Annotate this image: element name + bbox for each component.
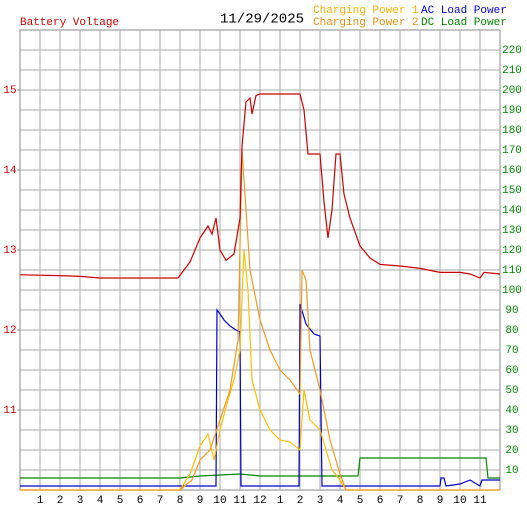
x-tick-label: 7 <box>157 495 164 507</box>
left-axis-title: Battery Voltage <box>20 17 119 29</box>
x-tick-label: 1 <box>277 495 284 507</box>
legend-entry: Charging Power 1 <box>313 5 419 17</box>
y2-tick-label: 120 <box>502 245 522 257</box>
y2-tick-label: 200 <box>502 85 522 97</box>
y2-tick-label: 130 <box>502 225 522 237</box>
x-tick-label: 11 <box>233 495 247 507</box>
chart-title: 11/29/2025 <box>220 12 304 28</box>
y2-tick-label: 210 <box>502 65 522 77</box>
x-tick-label: 5 <box>357 495 364 507</box>
y2-tick-label: 100 <box>502 285 522 297</box>
x-tick-label: 4 <box>97 495 104 507</box>
y2-tick-label: 40 <box>505 405 518 417</box>
y-tick-label: 12 <box>3 325 16 337</box>
y2-tick-label: 60 <box>505 365 518 377</box>
y2-tick-label: 110 <box>502 265 522 277</box>
y2-tick-label: 150 <box>502 185 522 197</box>
x-tick-label: 7 <box>397 495 404 507</box>
y2-tick-label: 70 <box>505 345 518 357</box>
x-tick-label: 8 <box>417 495 424 507</box>
y2-tick-label: 180 <box>502 125 522 137</box>
x-tick-label: 8 <box>177 495 184 507</box>
x-tick-label: 10 <box>213 495 226 507</box>
y2-tick-label: 220 <box>502 45 522 57</box>
x-tick-label: 5 <box>117 495 124 507</box>
x-tick-label: 6 <box>137 495 144 507</box>
x-tick-label: 3 <box>317 495 324 507</box>
x-tick-label: 2 <box>57 495 64 507</box>
y2-tick-label: 170 <box>502 145 522 157</box>
series-line <box>20 249 500 491</box>
legend-entry: Charging Power 2 <box>313 17 419 29</box>
y2-tick-label: 30 <box>505 425 518 437</box>
y2-tick-label: 90 <box>505 305 518 317</box>
x-tick-label: 12 <box>253 495 266 507</box>
x-tick-label: 9 <box>197 495 204 507</box>
x-tick-label: 1 <box>37 495 44 507</box>
y2-tick-label: 50 <box>505 385 518 397</box>
y2-tick-label: 80 <box>505 325 518 337</box>
x-tick-label: 10 <box>453 495 466 507</box>
legend-entry: AC Load Power <box>421 5 507 17</box>
series-line <box>19 93 501 279</box>
series-line <box>20 457 500 479</box>
legend-entry: DC Load Power <box>421 17 507 29</box>
x-tick-label: 11 <box>473 495 487 507</box>
y2-tick-label: 160 <box>502 165 522 177</box>
y-tick-label: 11 <box>3 405 17 417</box>
x-tick-label: 9 <box>437 495 444 507</box>
y2-tick-label: 140 <box>502 205 522 217</box>
y-tick-label: 15 <box>3 85 16 97</box>
y-tick-label: 13 <box>3 245 16 257</box>
y-tick-label: 14 <box>3 165 17 177</box>
y2-tick-label: 190 <box>502 105 522 117</box>
y2-tick-label: 20 <box>505 445 518 457</box>
series-line <box>20 149 500 491</box>
x-tick-label: 6 <box>377 495 384 507</box>
y2-tick-label: 10 <box>505 465 518 477</box>
x-tick-label: 2 <box>297 495 304 507</box>
x-tick-label: 3 <box>77 495 84 507</box>
x-tick-label: 4 <box>337 495 344 507</box>
series-line <box>20 303 500 487</box>
